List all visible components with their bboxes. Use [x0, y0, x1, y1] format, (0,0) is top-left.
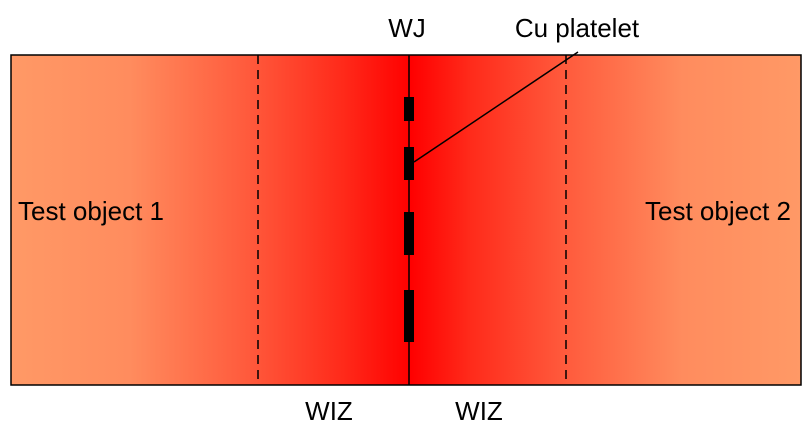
test-object-2-label: Test object 2 [645, 196, 791, 226]
cu-platelet [404, 97, 414, 121]
test-object-1-label: Test object 1 [18, 196, 164, 226]
cu-platelet [404, 290, 414, 342]
cu-platelet [404, 147, 414, 180]
platelet-leader-line [413, 51, 579, 163]
platelet-label: Cu platelet [515, 13, 640, 43]
cu-platelet [404, 212, 414, 255]
left-wiz-label: WIZ [305, 396, 353, 426]
right-wiz-label: WIZ [455, 396, 503, 426]
weld-joint-label: WJ [388, 13, 426, 43]
